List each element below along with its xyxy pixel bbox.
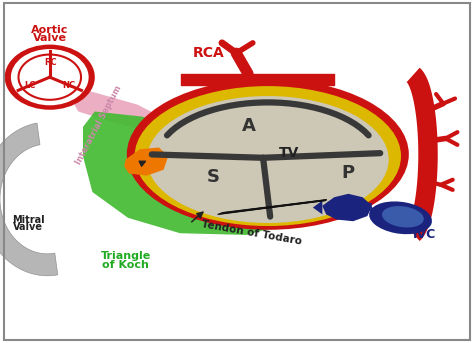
Text: A: A xyxy=(242,118,256,135)
Text: RCA: RCA xyxy=(193,46,224,60)
Ellipse shape xyxy=(127,79,409,230)
Ellipse shape xyxy=(369,201,432,234)
Text: RC: RC xyxy=(45,58,57,67)
Text: of Koch: of Koch xyxy=(102,260,149,270)
Polygon shape xyxy=(313,201,322,214)
Text: LC: LC xyxy=(24,81,35,90)
Text: S: S xyxy=(207,168,220,186)
Circle shape xyxy=(11,49,89,105)
Text: NC: NC xyxy=(63,81,76,90)
Text: Tendon of Todaro: Tendon of Todaro xyxy=(200,219,302,246)
Polygon shape xyxy=(83,111,296,235)
Text: TV: TV xyxy=(279,146,299,160)
Ellipse shape xyxy=(147,96,389,223)
Polygon shape xyxy=(322,194,372,221)
Text: P: P xyxy=(342,164,355,182)
Polygon shape xyxy=(73,89,171,137)
Text: Triangle: Triangle xyxy=(100,250,151,261)
Polygon shape xyxy=(0,123,58,276)
Ellipse shape xyxy=(382,206,424,227)
Ellipse shape xyxy=(135,86,401,226)
Text: Valve: Valve xyxy=(33,33,67,43)
Circle shape xyxy=(5,45,95,110)
Text: CS: CS xyxy=(358,202,374,213)
Text: IVC: IVC xyxy=(412,228,436,241)
Text: AVN: AVN xyxy=(139,159,164,170)
Text: Aortic: Aortic xyxy=(31,25,68,35)
Text: Valve: Valve xyxy=(13,222,44,232)
Text: Interatrial Septum: Interatrial Septum xyxy=(74,84,123,166)
Text: Mitral: Mitral xyxy=(12,214,45,225)
Polygon shape xyxy=(124,147,168,176)
